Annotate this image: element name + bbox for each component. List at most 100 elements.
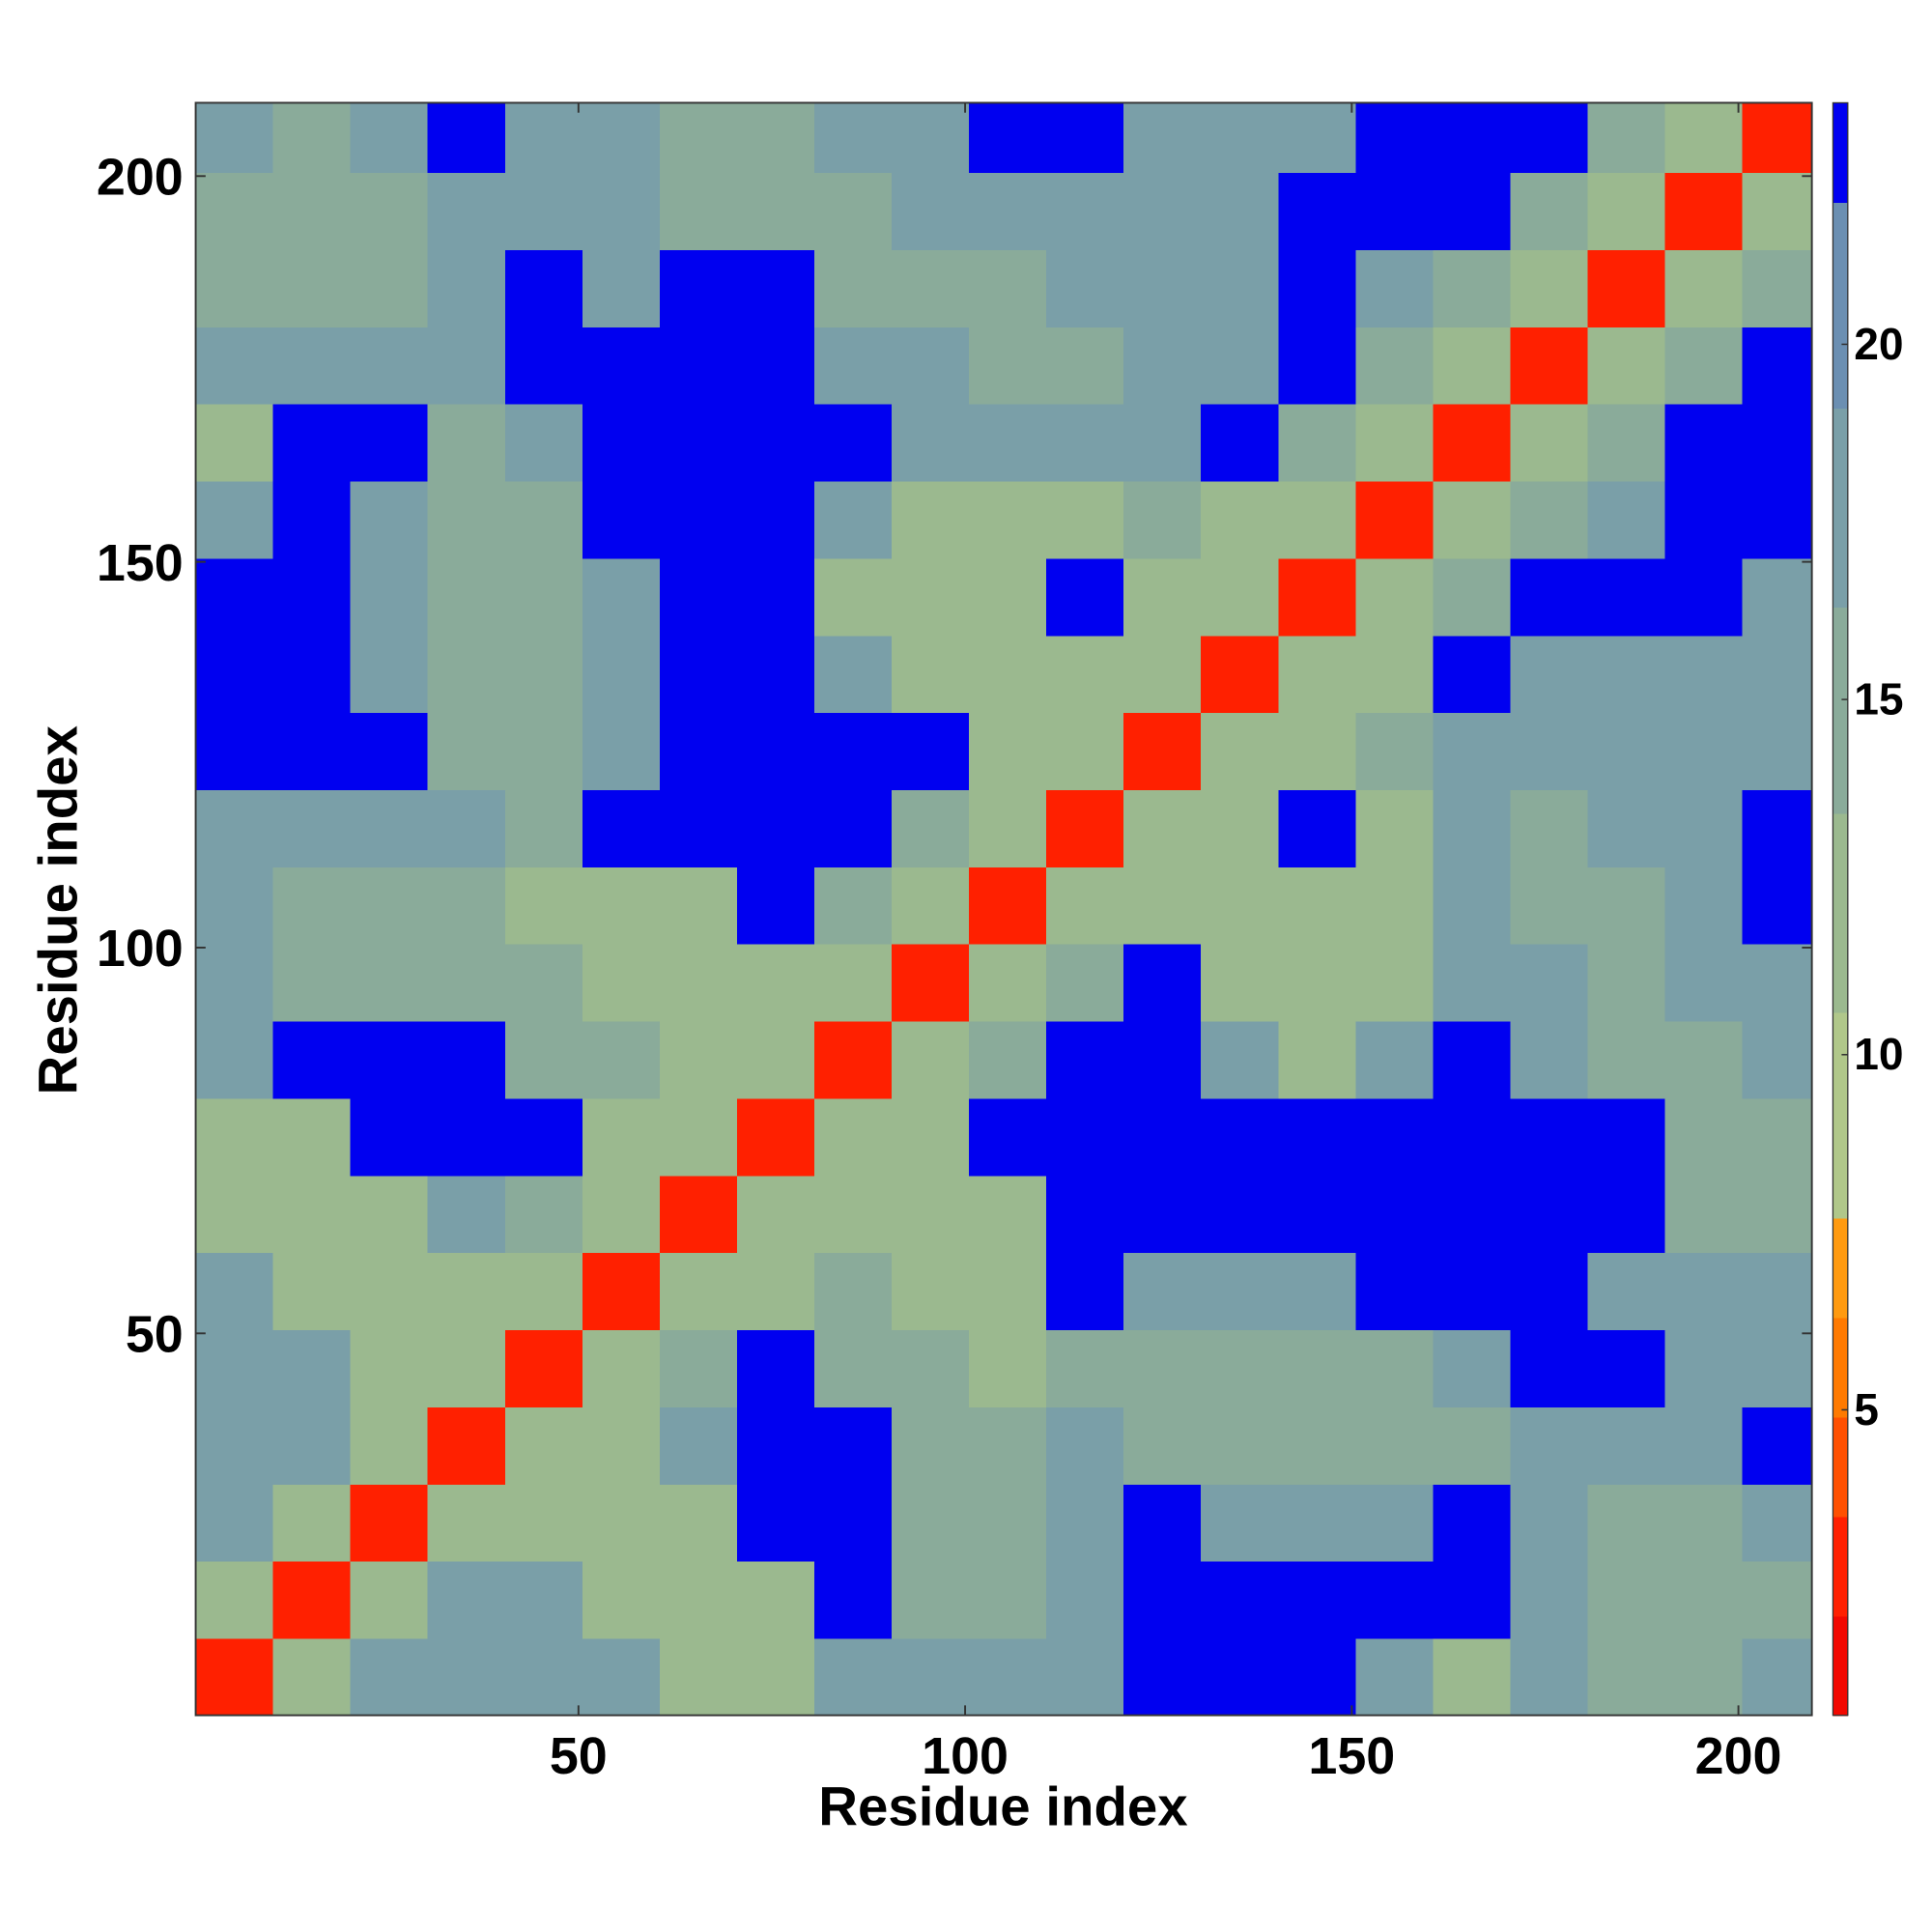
colorbar-band (1833, 202, 1848, 410)
heatmap-cell (1664, 1020, 1744, 1099)
heatmap-cell (1201, 557, 1280, 637)
heatmap-cell (969, 557, 1047, 637)
heatmap-cell (1664, 403, 1744, 482)
heatmap-cell (1278, 327, 1357, 405)
heatmap-cell (504, 789, 583, 867)
heatmap-cell (195, 1020, 274, 1099)
heatmap-cell (892, 172, 970, 250)
colorbar-band (1833, 1615, 1848, 1717)
heatmap-cell (1510, 943, 1589, 1022)
heatmap-cell (272, 1484, 352, 1562)
heatmap-cell (195, 557, 274, 637)
heatmap-cell (1664, 1406, 1744, 1485)
heatmap-cell (813, 712, 893, 791)
heatmap-cell (1587, 557, 1666, 637)
heatmap-cell (1510, 1406, 1589, 1485)
heatmap-cell (1433, 1484, 1512, 1562)
heatmap-cell (427, 1097, 506, 1177)
heatmap-cell (813, 1175, 893, 1254)
heatmap-cell (1433, 1329, 1512, 1407)
heatmap-cell (969, 1637, 1047, 1717)
heatmap-cell (1201, 403, 1280, 482)
heatmap-cell (892, 1252, 970, 1331)
heatmap-cell (892, 403, 970, 482)
heatmap-cell (1355, 712, 1435, 791)
heatmap-cell (582, 1560, 661, 1639)
heatmap-cell (892, 557, 970, 637)
heatmap-cell (1510, 1252, 1589, 1331)
heatmap-cell (1510, 557, 1589, 637)
heatmap-cell (659, 1020, 738, 1099)
heatmap-cell (1664, 1484, 1744, 1562)
heatmap-cell (1046, 1175, 1124, 1254)
heatmap-cell (350, 1329, 429, 1407)
heatmap-cell (1046, 249, 1124, 327)
heatmap-cell (272, 1560, 352, 1639)
heatmap-cell (892, 1406, 970, 1485)
heatmap-cell (1046, 1637, 1124, 1717)
heatmap-cell (736, 1252, 815, 1331)
heatmap-cell (892, 1560, 970, 1639)
heatmap-cell (272, 943, 352, 1022)
heatmap-cell (1123, 943, 1203, 1022)
heatmap-cell (195, 327, 274, 405)
colorbar-tick-label: 15 (1854, 673, 1903, 724)
colorbar-band (1833, 1516, 1848, 1617)
heatmap-cell (195, 172, 274, 250)
heatmap-cell (1355, 172, 1435, 250)
heatmap-cell (1587, 1560, 1666, 1639)
heatmap-cell (736, 249, 815, 327)
heatmap-cell (195, 789, 274, 867)
heatmap-cell (1587, 480, 1666, 559)
heatmap-cell (1742, 1329, 1813, 1407)
heatmap-cell (1510, 172, 1589, 250)
heatmap-cell (1278, 712, 1357, 791)
heatmap-cell (813, 102, 893, 174)
heatmap-cell (582, 480, 661, 559)
heatmap-cell (892, 1637, 970, 1717)
heatmap-cell (1742, 635, 1813, 714)
heatmap-cell (582, 1484, 661, 1562)
heatmap-cell (1433, 867, 1512, 945)
heatmap-cell (504, 403, 583, 482)
heatmap-cell (582, 403, 661, 482)
heatmap-cell (350, 1020, 429, 1099)
colorbar-tick-label: 10 (1854, 1029, 1903, 1079)
heatmap-cell (1355, 635, 1435, 714)
heatmap-cell (350, 789, 429, 867)
heatmap-cell (969, 1406, 1047, 1485)
heatmap-cell (659, 867, 738, 945)
heatmap-cell (1433, 1020, 1512, 1099)
heatmap-cell (1742, 1020, 1813, 1099)
heatmap-cell (969, 712, 1047, 791)
heatmap-cell (969, 403, 1047, 482)
heatmap-cell (582, 172, 661, 250)
heatmap-cell (736, 172, 815, 250)
heatmap-cell (582, 327, 661, 405)
heatmap-cell (504, 480, 583, 559)
heatmap-cell (427, 1560, 506, 1639)
heatmap-cell (272, 1020, 352, 1099)
heatmap-cell (1433, 557, 1512, 637)
heatmap-cell (1355, 1252, 1435, 1331)
heatmap-cell (659, 1175, 738, 1254)
heatmap-cell (427, 249, 506, 327)
heatmap-cell (272, 327, 352, 405)
heatmap-cell (736, 102, 815, 174)
heatmap-cell (1587, 172, 1666, 250)
heatmap-cell (272, 1175, 352, 1254)
heatmap-cell (969, 249, 1047, 327)
heatmap-cell (1433, 480, 1512, 559)
heatmap-cell (582, 789, 661, 867)
heatmap-cell (736, 712, 815, 791)
heatmap-cell (1201, 943, 1280, 1022)
x-tick-label: 200 (1695, 1727, 1782, 1785)
heatmap-cell (504, 635, 583, 714)
heatmap-cell (1201, 480, 1280, 559)
heatmap-cell (427, 789, 506, 867)
heatmap-cell (1587, 102, 1666, 174)
heatmap-cell (350, 1560, 429, 1639)
heatmap-cell (659, 557, 738, 637)
heatmap-cell (1587, 943, 1666, 1022)
heatmap-cell (427, 1484, 506, 1562)
